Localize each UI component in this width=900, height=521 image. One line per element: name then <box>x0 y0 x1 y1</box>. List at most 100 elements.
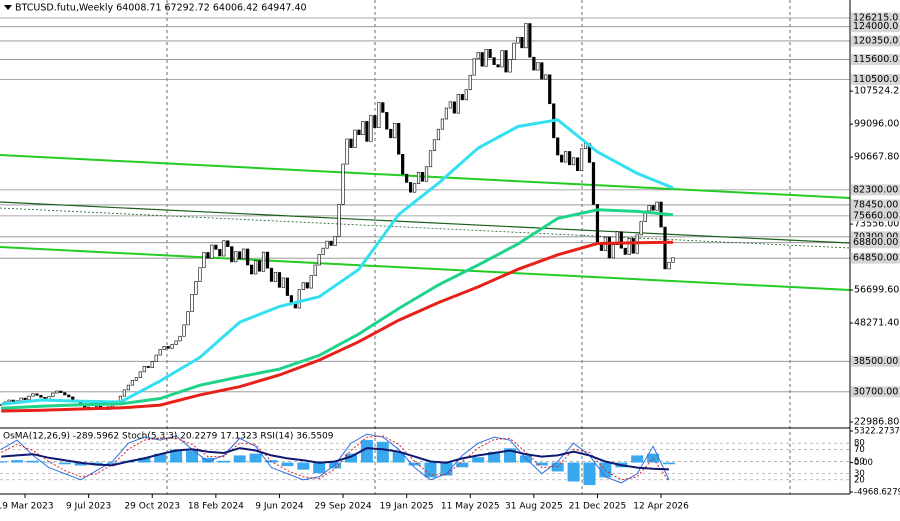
candle-body <box>158 349 162 356</box>
candle-body <box>250 264 254 275</box>
candle-body <box>357 129 361 135</box>
moving-average <box>1 208 674 410</box>
candle-body <box>571 157 576 166</box>
level-label-box <box>851 386 900 398</box>
level-label-box <box>851 184 900 196</box>
y-tick-label: 90667.80 <box>854 152 899 163</box>
candle-body <box>39 395 43 398</box>
osma-bar <box>58 462 71 465</box>
candle-body <box>206 252 210 259</box>
level-label: 68800.00 <box>853 237 898 248</box>
candle-body <box>460 94 464 101</box>
candle-body <box>341 163 345 205</box>
chart-header: BTCUSD.futu,Weekly 64008.71 67292.72 640… <box>15 3 307 14</box>
level-label: 126215.0 <box>853 12 898 23</box>
candle-body <box>59 390 63 393</box>
candle-body <box>496 64 500 68</box>
osma-bar <box>0 461 8 463</box>
candle-body <box>174 340 178 345</box>
candle-body <box>548 74 552 105</box>
osma-bar <box>249 453 262 463</box>
osma-tick-label: -4968.6279 <box>854 488 900 498</box>
candle-body <box>162 346 166 350</box>
candle-body <box>353 129 357 148</box>
candle-body <box>134 377 138 381</box>
candle-body <box>472 58 476 76</box>
stoch-k-line <box>0 433 670 484</box>
candle-body <box>544 74 548 80</box>
osma-bar <box>663 462 675 465</box>
y-tick-label: 48271.40 <box>854 318 899 329</box>
candle-body <box>277 272 282 288</box>
candle-body <box>389 128 393 139</box>
candle-body <box>7 399 11 403</box>
candle-body <box>198 267 202 282</box>
level-label: 110500.0 <box>853 74 898 85</box>
osma-bar <box>138 457 151 463</box>
x-tick-label: 12 Apr 2026 <box>633 502 689 512</box>
candle-body <box>242 248 246 260</box>
candle-body <box>663 226 667 270</box>
level-label-box <box>851 237 900 249</box>
candle-body <box>55 390 59 394</box>
osma-bar <box>154 453 167 463</box>
level-label-box <box>851 21 900 33</box>
candle-body <box>615 231 619 245</box>
level-label: 78450.00 <box>853 199 898 210</box>
candle-body <box>361 121 365 135</box>
osma-bar <box>567 462 580 482</box>
candle-body <box>35 393 39 396</box>
x-tick-label: 9 Jul 2023 <box>66 502 111 512</box>
candle-body <box>540 62 544 80</box>
osma-bar <box>440 462 453 476</box>
level-label-box <box>851 252 900 264</box>
level-label: 82300.00 <box>853 184 898 195</box>
candle-body <box>246 248 250 266</box>
osma-bar <box>456 462 469 468</box>
axes: 107524.20 99096.00 90667.80 73556.00 56699.6… <box>0 12 900 512</box>
osma-bar <box>551 462 564 472</box>
candle-body <box>150 361 154 368</box>
osma-tick-label: 0.00 <box>854 458 873 468</box>
candle-body <box>524 23 528 49</box>
level-label: 124000.0 <box>853 21 898 32</box>
osc-tick-label: 30 <box>854 469 865 479</box>
candle-body <box>230 246 234 263</box>
level-label: 38500.00 <box>853 356 898 367</box>
candle-body <box>329 240 333 246</box>
osc-tick-label: 70 <box>854 445 865 455</box>
candle-body <box>409 182 413 193</box>
x-tick-label: 9 Jun 2024 <box>255 502 304 512</box>
candle-body <box>520 36 524 49</box>
candle-body <box>325 240 329 249</box>
channel-line <box>0 201 851 244</box>
level-label: 64850.00 <box>853 253 898 264</box>
channel-line <box>0 207 851 249</box>
candle-body <box>456 94 460 114</box>
candle-body <box>424 166 429 182</box>
candle-body <box>337 204 341 237</box>
candle-body <box>31 393 35 397</box>
moving-average <box>1 240 674 413</box>
osma-bar <box>313 462 326 474</box>
x-tick-label: 11 May 2025 <box>441 502 500 512</box>
y-tick-label: 99096.00 <box>854 119 899 130</box>
candle-body <box>269 267 274 282</box>
candle-body <box>488 49 492 58</box>
candle-body <box>309 275 313 289</box>
candle-body <box>556 137 560 156</box>
candle-body <box>285 277 290 296</box>
osc-tick-label: 80 <box>854 439 865 449</box>
candle-body <box>349 138 353 148</box>
osma-bar <box>217 460 230 463</box>
level-label: 70300.00 <box>853 231 898 242</box>
candle-body <box>611 244 615 259</box>
osma-bar <box>297 462 310 470</box>
osma-bar <box>535 462 548 466</box>
candle-body <box>512 42 516 60</box>
candle-body <box>254 260 258 275</box>
candle-body <box>428 150 433 168</box>
level-label-box <box>851 199 900 211</box>
menu-arrow[interactable] <box>4 5 12 10</box>
candle-body <box>448 101 452 109</box>
